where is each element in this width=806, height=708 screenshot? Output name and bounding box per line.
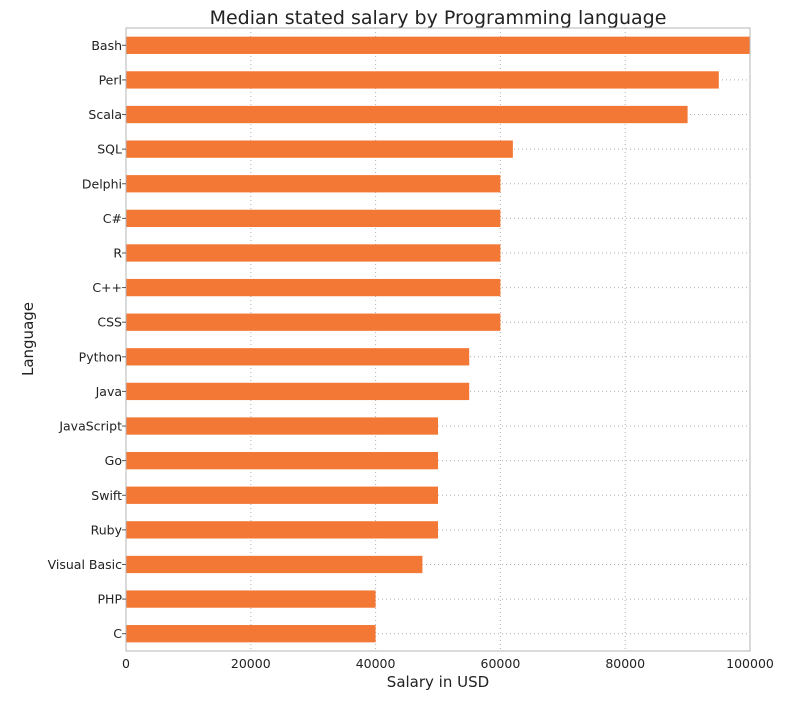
bar-visual-basic [126,555,423,574]
bar-javascript [126,417,438,435]
bar-perl [126,71,719,89]
y-tick-label: Delphi [82,176,122,191]
x-axis-label: Salary in USD [387,673,489,691]
plot-frame [125,27,751,652]
y-tick-label: R [113,245,122,260]
bars [126,36,750,643]
bar-bash [126,36,750,54]
y-tick-label: C [113,626,122,641]
y-tick-label: Java [95,384,122,399]
x-tick-label: 60000 [481,656,521,671]
x-tick-labels: 0 20000 40000 60000 80000 100000 [122,656,774,671]
chart-title: Median stated salary by Programming lang… [210,7,667,29]
bar-ruby [126,521,438,539]
bar-php [126,590,376,608]
x-tick-label: 20000 [231,656,271,671]
y-tick-label: JavaScript [58,419,122,434]
bar-sql [126,140,513,158]
x-tick-label: 0 [122,656,130,671]
y-tick-label: CSS [97,315,122,330]
x-tick-label: 100000 [726,656,774,671]
x-tick-label: 40000 [356,656,396,671]
y-tick-label: Bash [91,38,122,53]
y-tick-label: Visual Basic [48,557,123,572]
bar-go [126,451,438,470]
bar-c [126,278,501,297]
y-tick-label: Perl [99,72,122,87]
bar-c [126,625,376,643]
y-tick-labels: Bash Perl Scala SQL Delphi C# R C++ CSS Python Jav… [48,38,126,641]
bar-css [126,313,501,331]
y-tick-label: Go [105,453,122,468]
bar-python [126,348,470,366]
y-tick-label: C# [103,211,122,226]
y-tick-label: Swift [91,488,122,503]
bar-c [126,209,501,228]
y-tick-label: C++ [92,280,122,295]
bar-scala [126,105,688,124]
y-tick-label: SQL [97,142,122,157]
y-axis-label: Language [19,302,37,376]
y-tick-label: PHP [98,592,123,607]
y-tick-label: Scala [88,107,122,122]
bar-swift [126,486,438,504]
x-tick-label: 80000 [605,656,645,671]
bar-java [126,382,470,401]
bar-delphi [126,175,501,193]
y-tick-label: Python [79,349,122,364]
bar-r [126,244,501,262]
y-tick-label: Ruby [91,522,123,537]
